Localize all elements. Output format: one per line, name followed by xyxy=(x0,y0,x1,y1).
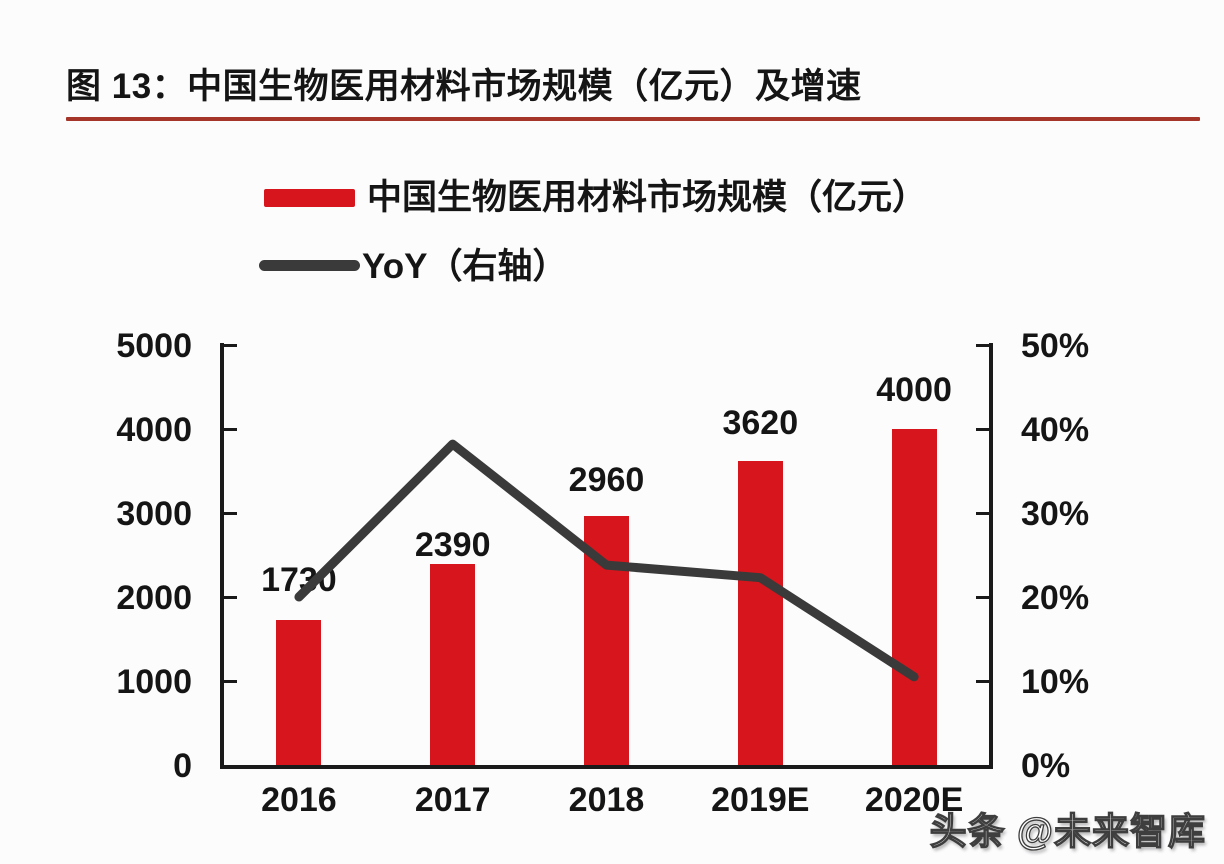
y-axis-right-tick xyxy=(976,595,989,599)
figure-title: 图 13：中国生物医用材料市场规模（亿元）及增速 xyxy=(66,67,862,106)
y-axis-left-tick-label: 5000 xyxy=(116,327,192,365)
y-axis-right-tick-label: 0% xyxy=(1021,747,1071,785)
bar-2018 xyxy=(584,516,629,765)
y-axis-right-tick xyxy=(976,427,989,431)
y-axis-left-tick xyxy=(224,343,237,347)
bar-value-label: 1730 xyxy=(261,560,337,599)
bar-value-label: 3620 xyxy=(722,403,799,442)
watermark-text: 头条 @未来智库 xyxy=(929,810,1206,852)
bar-2017 xyxy=(430,564,476,765)
title-underline-rule xyxy=(66,117,1200,121)
x-axis-category-label: 2018 xyxy=(568,781,645,819)
y-axis-right-tick-label: 50% xyxy=(1021,327,1090,365)
y-axis-left-tick-label: 4000 xyxy=(116,411,192,449)
y-axis-right-tick xyxy=(976,343,989,347)
x-axis-category-label: 2017 xyxy=(414,781,491,819)
y-axis-left-tick-label: 0 xyxy=(173,747,192,785)
x-axis-category-label: 2016 xyxy=(261,781,337,819)
y-axis-left-tick xyxy=(224,679,237,683)
y-axis-left-tick xyxy=(224,595,237,599)
bar-value-label: 2960 xyxy=(568,461,645,500)
y-axis-left-line xyxy=(220,343,224,769)
y-axis-left-tick-label: 2000 xyxy=(116,579,192,617)
y-axis-left-tick-label: 3000 xyxy=(116,495,192,533)
bar-2019E xyxy=(737,460,783,765)
legend-line-label: YoY（右轴） xyxy=(362,247,568,286)
y-axis-right-line xyxy=(989,343,993,769)
x-axis-category-label: 2019E xyxy=(711,781,810,819)
bar-2020E xyxy=(891,429,937,765)
y-axis-right-tick-label: 30% xyxy=(1021,495,1090,533)
bar-value-label: 4000 xyxy=(876,371,952,409)
legend-bar-label: 中国生物医用材料市场规模（亿元） xyxy=(367,178,928,217)
x-axis-line xyxy=(220,765,993,769)
y-axis-right-tick-label: 20% xyxy=(1021,579,1090,617)
bar-value-label: 2390 xyxy=(414,526,491,565)
y-axis-left-tick xyxy=(224,511,237,515)
legend-line-swatch xyxy=(259,260,360,271)
y-axis-right-tick-label: 10% xyxy=(1021,663,1090,701)
y-axis-right-tick xyxy=(976,511,989,515)
x-axis-category-label: 2020E xyxy=(864,781,964,819)
y-axis-right-tick-label: 40% xyxy=(1021,411,1090,449)
bar-2016 xyxy=(276,619,322,765)
legend-bar-swatch xyxy=(264,189,355,207)
y-axis-right-tick xyxy=(976,679,989,683)
y-axis-left-tick xyxy=(224,427,237,431)
y-axis-left-tick-label: 1000 xyxy=(116,663,192,701)
